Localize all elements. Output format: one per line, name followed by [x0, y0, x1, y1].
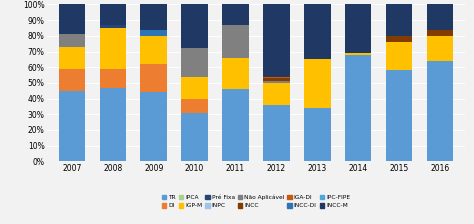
Bar: [263, 78, 290, 81]
Bar: [182, 4, 208, 48]
Bar: [386, 42, 412, 70]
Bar: [100, 28, 126, 69]
Bar: [386, 36, 412, 42]
Bar: [222, 25, 249, 58]
Bar: [386, 70, 412, 161]
Bar: [222, 89, 249, 161]
Bar: [140, 64, 167, 92]
Bar: [140, 30, 167, 36]
Bar: [182, 99, 208, 113]
Bar: [427, 36, 453, 61]
Bar: [182, 48, 208, 77]
Bar: [304, 108, 330, 161]
Bar: [100, 69, 126, 88]
Bar: [140, 36, 167, 64]
Bar: [100, 88, 126, 161]
Bar: [304, 59, 330, 108]
Bar: [345, 4, 372, 53]
Bar: [263, 105, 290, 161]
Bar: [263, 81, 290, 83]
Bar: [345, 53, 372, 55]
Bar: [222, 4, 249, 25]
Bar: [263, 4, 290, 77]
Bar: [427, 4, 453, 30]
Bar: [100, 4, 126, 25]
Bar: [263, 77, 290, 78]
Bar: [100, 25, 126, 28]
Bar: [386, 4, 412, 36]
Bar: [59, 47, 85, 69]
Legend: TR, DI, IPCA, IGP-M, Pré Fixa, INPC, Não Aplicável, INCC, IGA-DI, INCC-DI, IPC-F: TR, DI, IPCA, IGP-M, Pré Fixa, INPC, Não…: [159, 192, 353, 211]
Bar: [427, 30, 453, 36]
Bar: [59, 69, 85, 91]
Bar: [304, 4, 330, 59]
Bar: [427, 61, 453, 161]
Bar: [182, 77, 208, 99]
Bar: [140, 4, 167, 30]
Bar: [140, 92, 167, 161]
Bar: [59, 91, 85, 161]
Bar: [263, 83, 290, 105]
Bar: [59, 34, 85, 47]
Bar: [59, 4, 85, 34]
Bar: [222, 58, 249, 89]
Bar: [345, 55, 372, 161]
Bar: [182, 113, 208, 161]
